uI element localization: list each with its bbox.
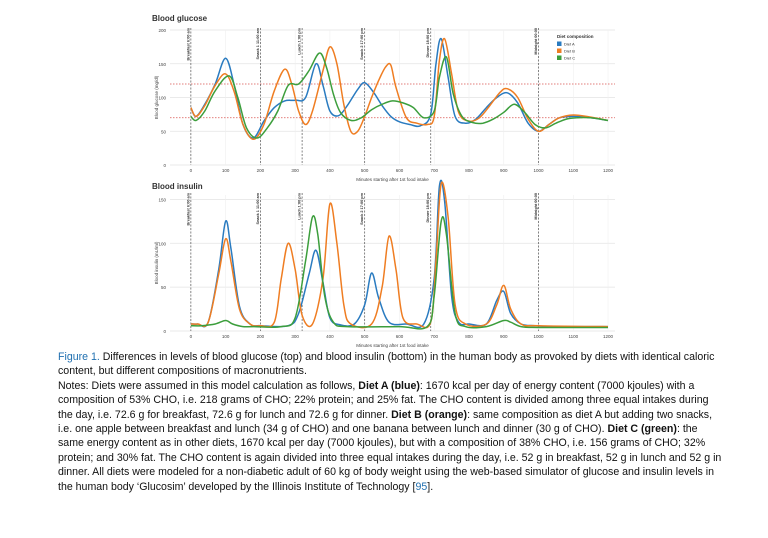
event-marker-label: Dinner 18:00 pm bbox=[426, 192, 430, 222]
caption-title: Figure 1. Differences in levels of blood… bbox=[58, 350, 722, 379]
glucose-chart-title: Blood glucose bbox=[152, 14, 208, 23]
x-axis-label: Minutes starting after 1st food intake bbox=[356, 177, 429, 182]
x-tick-label: 300 bbox=[291, 168, 299, 173]
x-tick-label: 1000 bbox=[534, 168, 545, 173]
x-tick-label: 1100 bbox=[568, 168, 578, 173]
event-marker-label: Breakfast 6:00 am bbox=[186, 27, 190, 60]
x-tick-label: 900 bbox=[500, 168, 508, 173]
series-line-diet-b bbox=[190, 37, 609, 141]
figure-text: Differences in levels of blood glucose (… bbox=[58, 351, 715, 378]
event-marker-label: Snack 1 11:00 am bbox=[256, 192, 260, 224]
x-axis-label: Minutes starting after 1st food intake bbox=[356, 343, 429, 348]
y-tick-label: 200 bbox=[158, 28, 166, 33]
event-marker-label: Dinner 18:00 pm bbox=[426, 27, 430, 57]
x-tick-label: 0 bbox=[190, 334, 193, 339]
y-tick-label: 0 bbox=[163, 163, 166, 168]
diet-a-label: Diet A (blue) bbox=[358, 379, 420, 392]
x-tick-label: 300 bbox=[291, 334, 299, 339]
event-marker-label: Snack 1 11:00 am bbox=[256, 27, 260, 59]
legend-swatch bbox=[557, 41, 562, 46]
event-marker-label: Snack 2 17:00 pm bbox=[360, 192, 364, 224]
legend-swatch bbox=[557, 55, 562, 60]
x-tick-label: 1200 bbox=[603, 334, 614, 339]
caption-notes: Notes: Diets were assumed in this model … bbox=[58, 379, 722, 494]
x-tick-label: 700 bbox=[430, 334, 438, 339]
x-tick-label: 0 bbox=[190, 168, 193, 173]
series-line-diet-c bbox=[190, 52, 609, 139]
x-tick-label: 800 bbox=[465, 334, 473, 339]
notes-part-1: Notes: Diets were assumed in this model … bbox=[58, 379, 359, 392]
x-tick-label: 100 bbox=[222, 334, 230, 339]
legend-title: Diet composition bbox=[557, 34, 594, 39]
notes-part-3: : same composition as diet A but adding … bbox=[58, 408, 713, 436]
x-tick-label: 900 bbox=[500, 334, 508, 339]
series-line-diet-c bbox=[190, 215, 609, 330]
x-tick-label: 1000 bbox=[534, 334, 545, 339]
x-tick-label: 100 bbox=[222, 168, 230, 173]
y-tick-label: 100 bbox=[158, 96, 166, 101]
x-tick-label: 500 bbox=[361, 334, 369, 339]
figure-label: Figure 1. bbox=[58, 351, 100, 363]
diet-b-label: Diet B (orange) bbox=[391, 408, 468, 421]
glucose-chart: 0 50 100 150 200 0 100 200 300 400 500 600 700 800 900… bbox=[154, 27, 615, 182]
y-axis-label: Blood insulin (mU/ml) bbox=[154, 241, 159, 284]
y-tick-label: 150 bbox=[158, 62, 166, 67]
diet-c-label: Diet C (green) bbox=[607, 423, 677, 436]
legend-swatch bbox=[557, 48, 562, 53]
y-tick-label: 100 bbox=[158, 241, 166, 246]
notes-part-2: : 1670 kcal per day of energy content (7… bbox=[58, 379, 709, 421]
event-marker-label: Breakfast 6:00 am bbox=[186, 192, 190, 225]
legend-label: Diet A bbox=[564, 42, 575, 47]
x-tick-label: 200 bbox=[257, 334, 265, 339]
legend-label: Diet C bbox=[564, 56, 575, 61]
x-tick-label: 1200 bbox=[603, 168, 614, 173]
series-line-diet-b bbox=[190, 181, 609, 329]
x-tick-label: 1100 bbox=[568, 334, 578, 339]
event-marker-label: Lunch 1:00 pm bbox=[298, 192, 302, 219]
x-tick-label: 600 bbox=[396, 168, 404, 173]
notes-part-5: ]. bbox=[427, 480, 434, 493]
legend-label: Diet B bbox=[564, 49, 575, 54]
y-tick-label: 50 bbox=[161, 285, 167, 290]
event-marker-label: Lunch 1:00 pm bbox=[298, 27, 302, 54]
x-tick-label: 400 bbox=[326, 334, 334, 339]
notes-part-4: : the same energy content as in other di… bbox=[58, 423, 722, 493]
x-tick-label: 200 bbox=[257, 168, 265, 173]
insulin-chart: 0 50 100 150 0 100 200 300 400 500 600 700 800 900 100… bbox=[154, 179, 615, 348]
insulin-chart-title: Blood insulin bbox=[152, 182, 203, 191]
y-tick-label: 0 bbox=[163, 329, 166, 334]
x-tick-label: 500 bbox=[361, 168, 369, 173]
y-tick-label: 50 bbox=[161, 129, 167, 134]
x-tick-label: 700 bbox=[430, 168, 438, 173]
reference-link[interactable]: 95 bbox=[415, 480, 428, 493]
x-tick-label: 400 bbox=[326, 168, 334, 173]
event-marker-label: Midnight 00:00 bbox=[534, 193, 538, 220]
y-axis-label: Blood glucose (mg/dl) bbox=[154, 75, 159, 119]
figure-caption: Figure 1. Differences in levels of blood… bbox=[58, 350, 722, 494]
event-marker-label: Midnight 00:00 bbox=[534, 28, 538, 55]
x-tick-label: 800 bbox=[465, 168, 473, 173]
event-marker-label: Snack 2 17:00 pm bbox=[360, 27, 364, 59]
x-tick-label: 600 bbox=[396, 334, 404, 339]
y-tick-label: 150 bbox=[158, 197, 166, 202]
